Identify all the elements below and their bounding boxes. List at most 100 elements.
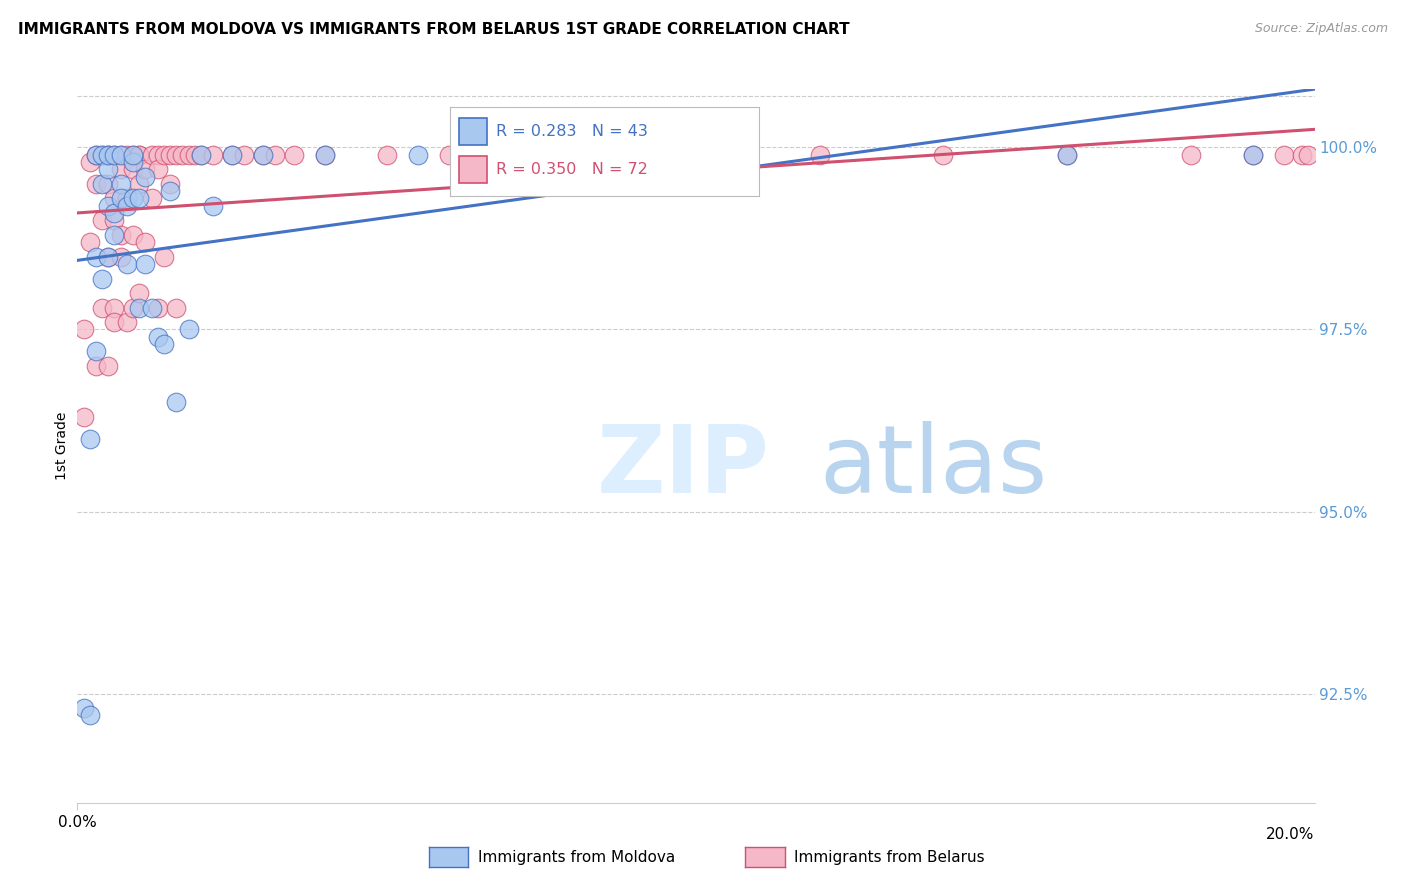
Point (91, 271, 114, 285)
Point (128, 191, 150, 205)
Point (110, 162, 132, 177)
Point (1291, 147, 1313, 161)
Point (128, 286, 150, 301)
Point (84, 250, 107, 264)
Text: 20.0%: 20.0% (1267, 827, 1315, 842)
Point (128, 177, 150, 191)
Point (84, 344, 107, 359)
Point (314, 147, 336, 161)
Point (153, 250, 176, 264)
Point (103, 227, 125, 242)
Point (468, 147, 491, 161)
Point (84, 359, 107, 373)
Point (91, 213, 114, 227)
Point (252, 147, 274, 161)
Point (122, 191, 145, 205)
Point (97, 147, 120, 161)
Point (110, 227, 132, 242)
Point (134, 169, 156, 184)
Y-axis label: 1st Grade: 1st Grade (55, 412, 69, 480)
Point (1180, 147, 1202, 161)
Point (314, 147, 336, 161)
FancyBboxPatch shape (460, 156, 486, 183)
Point (91, 177, 114, 191)
Point (406, 147, 429, 161)
Point (84, 147, 107, 161)
Point (110, 191, 132, 205)
Point (221, 147, 243, 161)
Point (221, 147, 243, 161)
Point (283, 147, 305, 161)
Point (134, 257, 156, 271)
Point (97, 199, 120, 213)
Point (79, 708, 101, 723)
Text: atlas: atlas (820, 421, 1047, 514)
Text: R = 0.350   N = 72: R = 0.350 N = 72 (496, 162, 648, 177)
Point (264, 147, 287, 161)
Point (190, 147, 212, 161)
Point (91, 301, 114, 315)
Point (103, 301, 125, 315)
Point (122, 155, 145, 169)
Point (110, 147, 132, 161)
Point (84, 147, 107, 161)
Text: ZIP: ZIP (598, 421, 770, 514)
Point (122, 147, 145, 161)
Point (97, 147, 120, 161)
Point (1241, 147, 1264, 161)
Point (84, 177, 107, 191)
Point (122, 227, 145, 242)
Point (146, 162, 169, 177)
Point (72, 322, 94, 336)
Point (808, 147, 831, 161)
Point (153, 147, 176, 161)
Point (97, 250, 120, 264)
Point (122, 162, 145, 177)
Point (103, 191, 125, 205)
Point (110, 250, 132, 264)
Point (159, 147, 181, 161)
Point (128, 147, 150, 161)
Point (252, 147, 274, 161)
Point (103, 147, 125, 161)
Point (172, 147, 194, 161)
Point (97, 147, 120, 161)
Point (134, 162, 156, 177)
Point (233, 147, 256, 161)
Point (437, 147, 460, 161)
Point (190, 147, 212, 161)
Point (103, 315, 125, 329)
FancyBboxPatch shape (460, 118, 486, 145)
Point (375, 147, 398, 161)
Point (159, 177, 181, 191)
Point (128, 301, 150, 315)
Point (141, 147, 163, 161)
Point (1056, 147, 1078, 161)
Point (110, 147, 132, 161)
Point (97, 162, 120, 177)
Point (110, 177, 132, 191)
Point (79, 155, 101, 169)
Point (122, 301, 145, 315)
Point (1272, 147, 1295, 161)
Point (177, 322, 200, 336)
Point (177, 147, 200, 161)
Point (103, 206, 125, 220)
Point (122, 147, 145, 161)
Point (79, 235, 101, 249)
Point (146, 147, 169, 161)
Point (499, 147, 522, 161)
Point (97, 250, 120, 264)
Text: IMMIGRANTS FROM MOLDOVA VS IMMIGRANTS FROM BELARUS 1ST GRADE CORRELATION CHART: IMMIGRANTS FROM MOLDOVA VS IMMIGRANTS FR… (18, 22, 849, 37)
Point (79, 432, 101, 446)
Point (932, 147, 955, 161)
Point (184, 147, 207, 161)
Point (115, 199, 138, 213)
Point (97, 359, 120, 373)
Point (115, 257, 138, 271)
Point (1056, 147, 1078, 161)
Point (91, 147, 114, 161)
Point (103, 147, 125, 161)
Point (115, 191, 138, 205)
Text: Immigrants from Belarus: Immigrants from Belarus (794, 850, 986, 864)
